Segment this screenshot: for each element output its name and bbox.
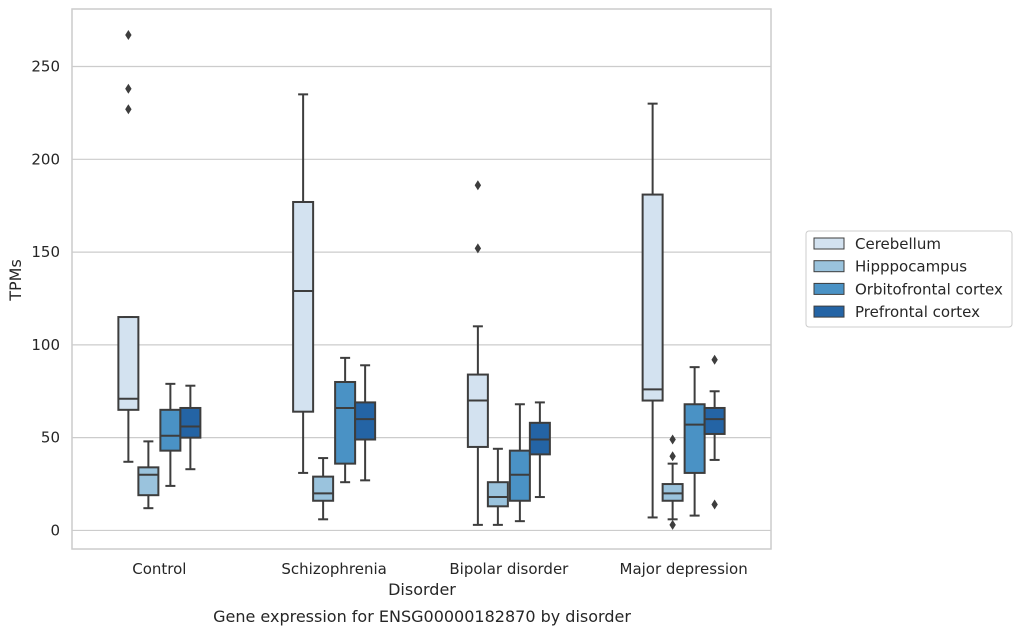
y-tick-label: 50	[41, 429, 60, 447]
legend-label: Prefrontal cortex	[855, 303, 980, 321]
box-group	[508, 403, 531, 523]
legend-frame	[805, 230, 1013, 328]
plot-frame	[71, 8, 772, 550]
x-tick-label: Bipolar disorder	[449, 560, 569, 578]
legend-label: Cerebellum	[855, 235, 941, 253]
x-axis-title: Disorder	[388, 580, 456, 599]
outlier-marker	[125, 83, 132, 94]
legend-swatch	[813, 237, 845, 250]
legend-swatch	[813, 305, 845, 318]
outlier-marker	[125, 29, 132, 40]
box-body	[117, 316, 140, 411]
y-tick-label: 100	[31, 336, 60, 354]
legend-label: Hipppocampus	[855, 258, 967, 276]
box-group	[117, 29, 140, 463]
y-tick-labels: 0 50 100 150 200 250	[31, 58, 60, 540]
legend-label: Orbitofrontal cortex	[855, 280, 1003, 298]
box-body	[641, 193, 664, 402]
outlier-marker	[474, 243, 482, 254]
outlier-marker	[125, 104, 132, 115]
box-body	[312, 475, 335, 502]
box-body	[159, 408, 182, 452]
box-group	[292, 93, 315, 474]
outlier-marker	[474, 180, 482, 191]
box-group	[661, 434, 684, 530]
x-tick-label: Control	[132, 560, 186, 578]
y-tick-label: 200	[31, 150, 60, 168]
box-group	[312, 457, 335, 521]
outlier-marker	[669, 434, 676, 445]
box-group	[528, 401, 551, 499]
outlier-marker	[711, 354, 718, 365]
chart-caption: Gene expression for ENSG00000182870 by d…	[213, 607, 631, 626]
box-group	[354, 364, 377, 482]
legend: Cerebellum Hipppocampus Orbitofrontal cort…	[805, 230, 1013, 328]
box-body	[179, 406, 202, 439]
box-series	[117, 29, 726, 530]
x-tick-label: Schizophrenia	[281, 560, 386, 578]
box-body	[486, 481, 509, 508]
outlier-marker	[669, 451, 676, 462]
box-group	[179, 384, 202, 471]
x-tick-label: Major depression	[620, 560, 748, 578]
legend-swatch	[813, 282, 845, 295]
y-tick-label: 150	[31, 243, 60, 261]
y-axis-title: TPMs	[6, 259, 25, 302]
x-tick-labels: Control Schizophrenia Bipolar disorder Majo…	[132, 560, 747, 578]
box-group	[486, 447, 509, 526]
y-tick-label: 0	[50, 521, 60, 539]
box-group	[683, 366, 706, 517]
legend-swatch	[813, 260, 845, 273]
box-body	[703, 406, 726, 435]
box-body	[354, 401, 377, 441]
box-group	[703, 354, 726, 510]
box-body	[466, 373, 489, 448]
y-tick-label: 250	[31, 58, 60, 76]
box-group	[641, 102, 664, 519]
outlier-marker	[669, 519, 676, 530]
box-body	[292, 200, 315, 413]
box-body	[683, 403, 706, 474]
box-group	[137, 440, 160, 510]
box-body	[137, 466, 160, 497]
plot-background	[72, 9, 771, 549]
box-group	[466, 180, 489, 526]
box-body	[334, 380, 357, 465]
box-group	[159, 382, 182, 487]
outlier-marker	[711, 499, 718, 510]
